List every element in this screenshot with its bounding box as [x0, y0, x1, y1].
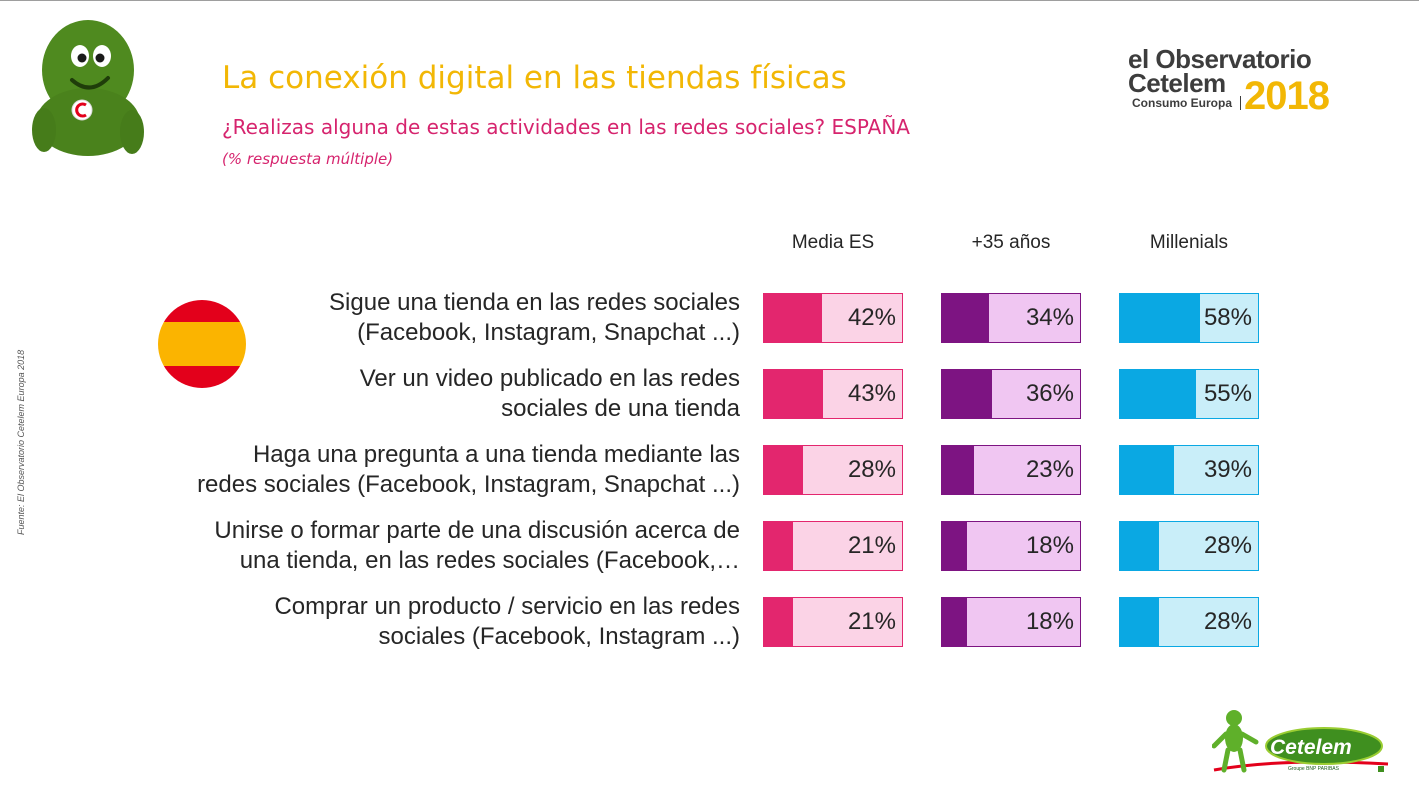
bar-row3-series1: 18% [941, 521, 1081, 571]
top-divider [0, 0, 1419, 1]
bar-row1-series0: 43% [763, 369, 903, 419]
category-label-line: Haga una pregunta a una tienda mediante … [252, 441, 740, 468]
category-label-line: (Facebook, Instagram, Snapchat ...) [357, 319, 740, 346]
category-label-1: Ver un video publicado en las redes socia… [120, 364, 740, 424]
bar-row3-series2: 28% [1119, 521, 1259, 571]
bar-fill [942, 522, 967, 570]
bar-value-label: 18% [1025, 608, 1074, 635]
bar-fill [942, 370, 992, 418]
source-note: Fuente: El Observatorio Cetelem Europa 2… [16, 349, 26, 535]
bar-value-label: 43% [847, 380, 896, 407]
series-header-1: +35 años [971, 232, 1051, 253]
bar-row0-series0: 42% [763, 293, 903, 343]
green-mascot-icon [32, 20, 144, 156]
bar-row2-series2: 39% [1119, 445, 1259, 495]
bar-value-label: 21% [847, 532, 896, 559]
page-subtitle: ¿Realizas alguna de estas actividades en… [222, 115, 910, 139]
observatorio-logo: el Observatorio Cetelem Consumo Europa 2… [1126, 44, 1356, 118]
bar-row4-series1: 18% [941, 597, 1081, 647]
bar-value-label: 42% [847, 304, 896, 331]
category-label-line: Sigue una tienda en las redes sociales [329, 289, 740, 316]
series-header-0: Media ES [791, 232, 875, 253]
bar-row3-series0: 21% [763, 521, 903, 571]
bar-value-label: 18% [1025, 532, 1074, 559]
bar-fill [1120, 294, 1201, 342]
bar-value-label: 28% [1203, 608, 1252, 635]
logo-line-1: el Observatorio [1128, 44, 1312, 74]
category-label-2: Haga una pregunta a una tienda mediante … [120, 440, 740, 500]
bar-row2-series1: 23% [941, 445, 1081, 495]
cetelem-group: Groupe BNP PARIBAS [1288, 766, 1339, 772]
logo-line-3: Consumo Europa [1132, 96, 1233, 110]
bar-fill [1120, 370, 1196, 418]
category-label-3: Unirse o formar parte de una discusión a… [120, 516, 740, 576]
bar-value-label: 55% [1203, 380, 1252, 407]
bar-value-label: 36% [1025, 380, 1074, 407]
bar-row4-series0: 21% [763, 597, 903, 647]
logo-year: 2018 [1244, 74, 1330, 118]
bar-row4-series2: 28% [1119, 597, 1259, 647]
logo-separator [1240, 96, 1241, 110]
logo-line-2: Cetelem [1128, 68, 1226, 98]
bar-value-label: 28% [847, 456, 896, 483]
bar-value-label: 21% [847, 608, 896, 635]
bar-fill [1120, 446, 1174, 494]
bar-row1-series1: 36% [941, 369, 1081, 419]
category-label-line: Unirse o formar parte de una discusión a… [214, 517, 740, 544]
bar-row2-series0: 28% [763, 445, 903, 495]
bar-value-label: 28% [1203, 532, 1252, 559]
bar-value-label: 39% [1203, 456, 1252, 483]
bar-row0-series2: 58% [1119, 293, 1259, 343]
cetelem-logo-icon [1211, 710, 1389, 773]
category-label-line: Ver un video publicado en las redes [359, 365, 740, 392]
bar-fill [764, 598, 793, 646]
spain-flag-icon [158, 300, 246, 388]
category-label-line: sociales de una tienda [501, 395, 740, 422]
bar-value-label: 34% [1025, 304, 1074, 331]
category-label-line: redes sociales (Facebook, Instagram, Sna… [197, 471, 740, 498]
category-label-line: sociales (Facebook, Instagram ...) [378, 623, 740, 650]
bar-fill [1120, 522, 1159, 570]
bar-fill [764, 370, 824, 418]
bar-row0-series1: 34% [941, 293, 1081, 343]
category-label-0: Sigue una tienda en las redes sociales (F… [120, 288, 740, 348]
bar-fill [942, 446, 974, 494]
bar-fill [764, 294, 822, 342]
response-note: (% respuesta múltiple) [222, 150, 394, 168]
bar-fill [942, 294, 989, 342]
bar-fill [1120, 598, 1159, 646]
cetelem-logo: Cetelem Groupe BNP PARIBAS [1211, 708, 1392, 780]
category-label-line: una tienda, en las redes sociales (Faceb… [239, 547, 740, 574]
series-header-2: Millenials [1149, 232, 1229, 253]
bar-value-label: 58% [1203, 304, 1252, 331]
bar-fill [764, 522, 793, 570]
bar-fill [764, 446, 803, 494]
bar-fill [942, 598, 967, 646]
bar-value-label: 23% [1025, 456, 1074, 483]
cetelem-brand: Cetelem [1270, 736, 1352, 759]
category-label-4: Comprar un producto / servicio en las re… [120, 592, 740, 652]
category-label-line: Comprar un producto / servicio en las re… [274, 593, 740, 620]
page-title: La conexión digital en las tiendas físic… [222, 60, 847, 96]
bar-row1-series2: 55% [1119, 369, 1259, 419]
